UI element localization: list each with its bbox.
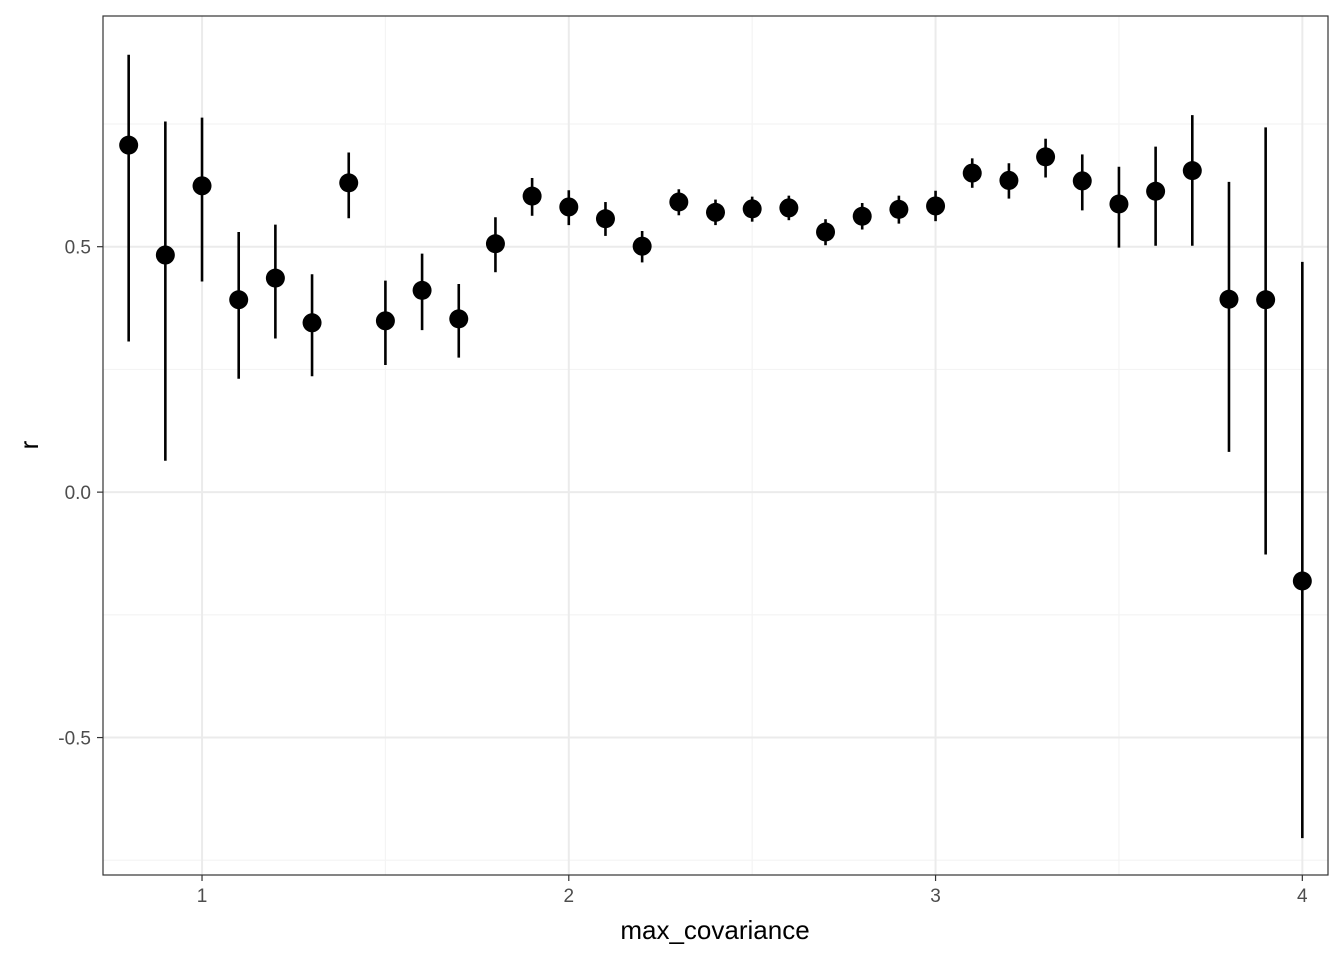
data-point-12 bbox=[559, 197, 579, 217]
data-point-2 bbox=[192, 176, 212, 196]
data-point-15 bbox=[669, 192, 689, 212]
data-point-7 bbox=[375, 311, 395, 331]
x-tick-label-0: 1 bbox=[197, 886, 208, 907]
y-tick-label-1: 0.0 bbox=[65, 483, 91, 504]
data-point-24 bbox=[999, 170, 1019, 190]
data-point-28 bbox=[1146, 181, 1166, 201]
data-point-20 bbox=[852, 206, 872, 226]
minor-gridlines bbox=[103, 16, 1328, 875]
x-tick-label-2: 3 bbox=[930, 886, 941, 907]
data-point-27 bbox=[1109, 194, 1129, 214]
data-point-4 bbox=[265, 268, 285, 288]
data-point-22 bbox=[926, 196, 946, 216]
data-point-29 bbox=[1182, 161, 1202, 181]
data-point-17 bbox=[742, 199, 762, 219]
data-point-21 bbox=[889, 199, 909, 219]
data-point-1 bbox=[155, 245, 175, 265]
y-axis-title: r bbox=[14, 440, 44, 449]
data-point-10 bbox=[485, 234, 505, 254]
data-point-16 bbox=[706, 202, 725, 222]
data-point-19 bbox=[816, 222, 836, 242]
data-point-32 bbox=[1292, 571, 1312, 591]
data-point-9 bbox=[449, 309, 469, 329]
data-point-25 bbox=[1036, 147, 1056, 167]
data-point-31 bbox=[1256, 290, 1276, 310]
x-tick-label-1: 2 bbox=[564, 886, 575, 907]
data-point-6 bbox=[339, 173, 359, 193]
data-point-14 bbox=[632, 236, 652, 256]
major-gridlines bbox=[103, 16, 1328, 875]
panel-background bbox=[103, 16, 1328, 875]
data-point-30 bbox=[1219, 289, 1239, 309]
data-point-18 bbox=[779, 198, 799, 218]
data-point-3 bbox=[229, 290, 249, 310]
data-point-0 bbox=[119, 135, 139, 155]
x-tick-label-3: 4 bbox=[1297, 886, 1308, 907]
y-axis: -0.5 0.0 0.5 bbox=[58, 238, 103, 750]
x-axis-title: max_covariance bbox=[620, 915, 809, 945]
data-points bbox=[119, 135, 1312, 591]
data-point-23 bbox=[962, 163, 982, 183]
panel-border bbox=[102, 15, 1329, 876]
data-point-13 bbox=[595, 209, 615, 229]
data-point-8 bbox=[412, 280, 432, 300]
data-point-5 bbox=[302, 313, 322, 333]
x-axis: 1 2 3 4 bbox=[197, 875, 1308, 907]
y-tick-label-0: -0.5 bbox=[58, 729, 91, 750]
y-tick-label-2: 0.5 bbox=[65, 238, 91, 259]
data-point-26 bbox=[1072, 171, 1092, 191]
data-point-11 bbox=[522, 186, 542, 206]
